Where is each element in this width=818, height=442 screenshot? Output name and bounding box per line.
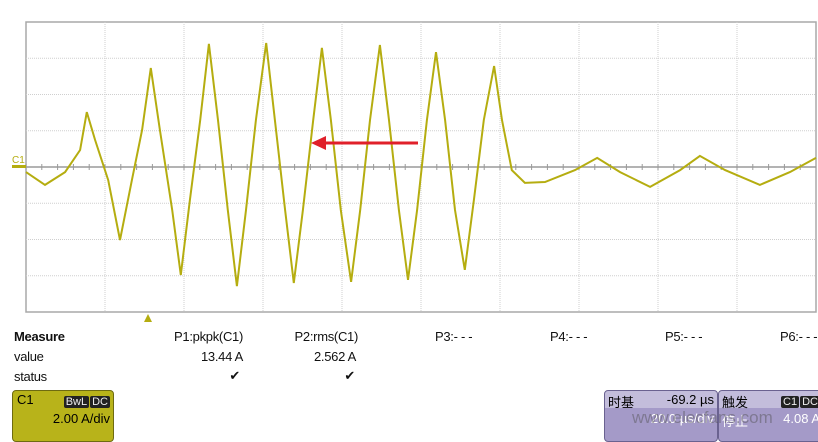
c1-vertical-scale: 2.00 A/div	[52, 411, 110, 426]
param-p1-status: ✔	[229, 368, 240, 383]
param-p1-name[interactable]: P1:pkpk(C1)	[174, 329, 243, 344]
trigger-position-marker[interactable]	[144, 314, 152, 322]
channel-offset-marker[interactable]	[12, 165, 26, 168]
param-p6-name[interactable]: P6:- - -	[780, 329, 818, 344]
param-p1-value: 13.44 A	[201, 349, 243, 364]
trigger-descriptor[interactable]: 触发 C1 DC 停止 4.08 A	[718, 390, 818, 442]
timebase-delay: -69.2 µs	[666, 392, 714, 407]
oscilloscope-display: C1	[12, 21, 817, 322]
waveform-trace-c1	[25, 42, 817, 287]
value-row-label: value	[14, 349, 44, 364]
c1-title: C1	[17, 392, 34, 407]
param-p3-name[interactable]: P3:- - -	[435, 329, 473, 344]
status-row-label: status	[14, 369, 47, 384]
param-p2-name[interactable]: P2:rms(C1)	[294, 329, 359, 344]
param-p4-name[interactable]: P4:- - -	[550, 329, 588, 344]
watermark: www.elecfans.com	[632, 408, 773, 427]
coupling-badge: DC	[90, 396, 110, 408]
measure-header: Measure	[14, 329, 65, 344]
trigger-coupling-badge: DC	[800, 396, 818, 408]
param-p2-status: ✔	[344, 368, 355, 383]
param-p5-name[interactable]: P5:- - -	[665, 329, 703, 344]
trigger-mode: 停止	[722, 414, 749, 429]
bandwidth-limit-badge: BwL	[63, 396, 90, 408]
trigger-level: 4.08 A	[783, 411, 818, 426]
param-p2-value: 2.562 A	[314, 349, 356, 364]
red-arrow	[311, 136, 418, 150]
trigger-title: 触发	[722, 395, 749, 410]
trigger-source-badge: C1	[781, 396, 800, 408]
timebase-scale: 20.0 µs/div	[650, 411, 714, 426]
channel-marker-label: C1	[12, 155, 25, 166]
channel-c1-descriptor[interactable]: C1 BwL DC 2.00 A/div	[12, 390, 114, 442]
timebase-title: 时基	[608, 395, 635, 410]
timebase-descriptor[interactable]: 时基 -69.2 µs 20.0 µs/div	[604, 390, 718, 442]
